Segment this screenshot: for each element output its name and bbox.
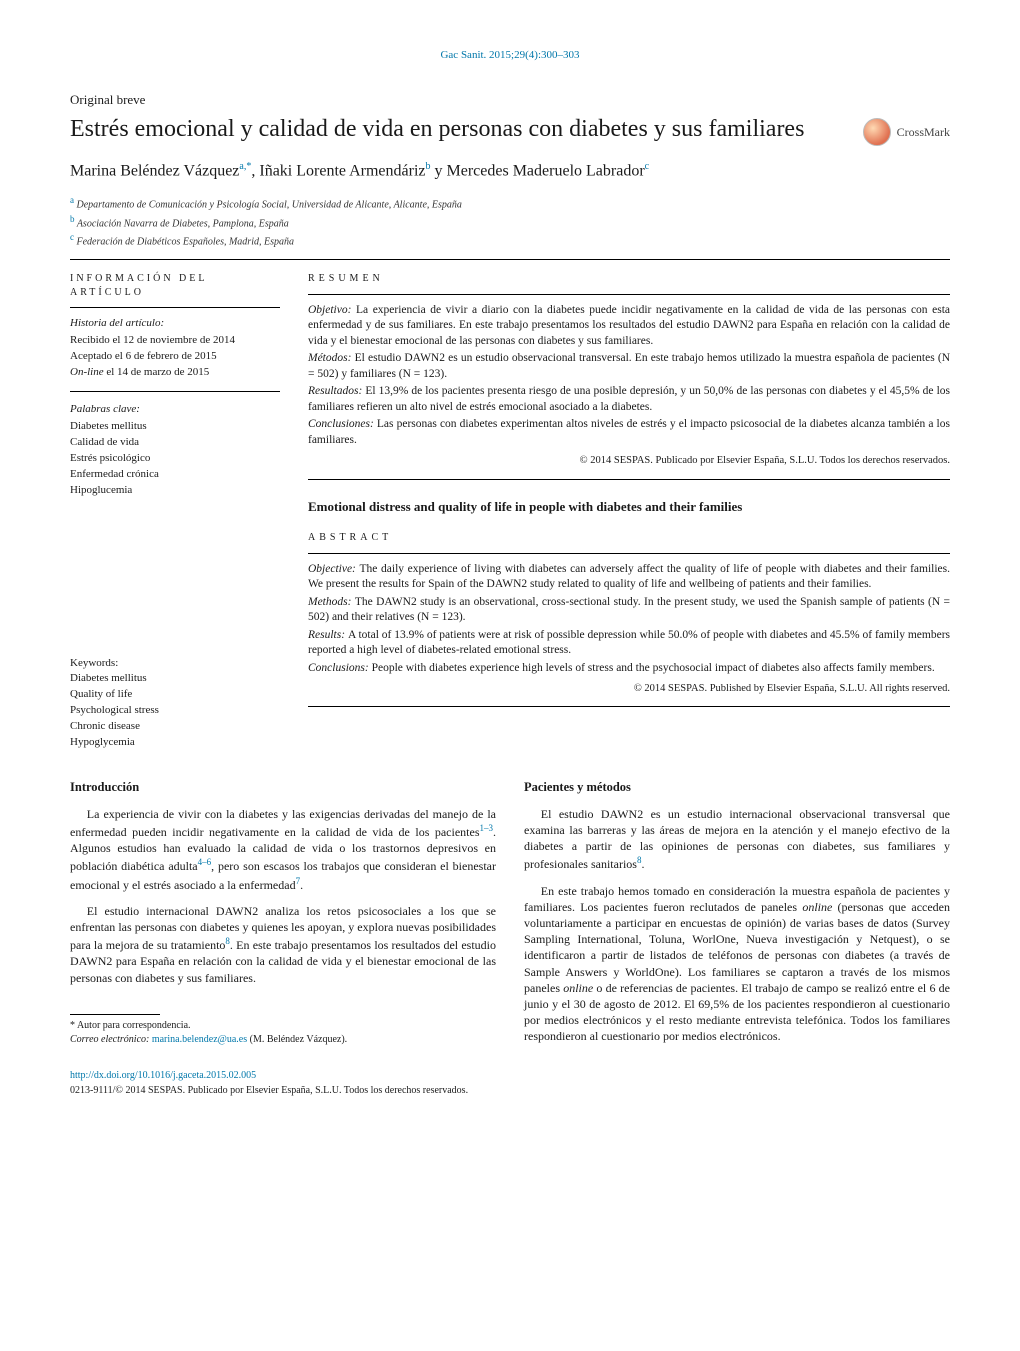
keyword-item: Chronic disease bbox=[70, 719, 280, 735]
affiliation-line: a Departamento de Comunicación y Psicolo… bbox=[70, 194, 950, 212]
ref-citation[interactable]: 7 bbox=[296, 876, 301, 886]
keyword-item: Enfermedad crónica bbox=[70, 467, 280, 483]
abstract-item: Conclusiones: Las personas con diabetes … bbox=[308, 417, 950, 448]
article-title: Estrés emocional y calidad de vida en pe… bbox=[70, 114, 863, 144]
resumen-body: Objetivo: La experiencia de vivir a diar… bbox=[308, 303, 950, 449]
intro-heading: Introducción bbox=[70, 779, 496, 796]
footnote-rule bbox=[70, 1014, 160, 1015]
abstract-copyright: © 2014 SESPAS. Published by Elsevier Esp… bbox=[308, 682, 950, 696]
doi-line: http://dx.doi.org/10.1016/j.gaceta.2015.… bbox=[70, 1069, 950, 1083]
abstract-body: Objective: The daily experience of livin… bbox=[308, 562, 950, 677]
abstract-label: Objective: bbox=[308, 563, 360, 575]
keyword-item: Diabetes mellitus bbox=[70, 671, 280, 687]
keyword-item: Hypoglycemia bbox=[70, 735, 280, 751]
abstract-label: Métodos: bbox=[308, 352, 355, 364]
crossmark-badge[interactable]: CrossMark bbox=[863, 118, 950, 146]
history-line: Aceptado el 6 de febrero de 2015 bbox=[70, 349, 280, 365]
palabras-title: Palabras clave: bbox=[70, 402, 280, 417]
abstract-item: Objetivo: La experiencia de vivir a diar… bbox=[308, 303, 950, 350]
affiliation-list: a Departamento de Comunicación y Psicolo… bbox=[70, 194, 950, 249]
resumen-copyright: © 2014 SESPAS. Publicado por Elsevier Es… bbox=[308, 454, 950, 468]
ref-citation[interactable]: 8 bbox=[225, 936, 230, 946]
abstract-item: Métodos: El estudio DAWN2 es un estudio … bbox=[308, 351, 950, 382]
email-label: Correo electrónico: bbox=[70, 1034, 149, 1045]
affil-sup: b bbox=[70, 214, 75, 224]
article-info-heading: información del artículo bbox=[70, 260, 280, 308]
keyword-item: Quality of life bbox=[70, 687, 280, 703]
body-paragraph: La experiencia de vivir con la diabetes … bbox=[70, 806, 496, 893]
crossmark-label: CrossMark bbox=[897, 124, 950, 140]
history-line: Recibido el 12 de noviembre de 2014 bbox=[70, 333, 280, 349]
keywords-block: Keywords: Diabetes mellitusQuality of li… bbox=[70, 656, 280, 751]
author-affil-sup: b bbox=[426, 161, 431, 172]
abstract-label: Methods: bbox=[308, 596, 355, 608]
abstract-item: Methods: The DAWN2 study is an observati… bbox=[308, 595, 950, 626]
keyword-item: Diabetes mellitus bbox=[70, 419, 280, 435]
resumen-heading: resumen bbox=[308, 260, 950, 295]
methods-heading: Pacientes y métodos bbox=[524, 779, 950, 796]
keyword-item: Hipoglucemia bbox=[70, 483, 280, 499]
keyword-item: Estrés psicológico bbox=[70, 451, 280, 467]
crossmark-icon bbox=[863, 118, 891, 146]
journal-citation: Gac Sanit. 2015;29(4):300–303 bbox=[70, 48, 950, 63]
abstract-item: Objective: The daily experience of livin… bbox=[308, 562, 950, 593]
ref-citation[interactable]: 4–6 bbox=[198, 857, 212, 867]
body-paragraph: En este trabajo hemos tomado en consider… bbox=[524, 883, 950, 1045]
abstract-item: Conclusions: People with diabetes experi… bbox=[308, 661, 950, 677]
divider bbox=[308, 479, 950, 480]
article-type: Original breve bbox=[70, 91, 950, 109]
keyword-item: Calidad de vida bbox=[70, 435, 280, 451]
author-affil-sup: c bbox=[645, 161, 649, 172]
abstract-heading: abstract bbox=[308, 519, 950, 554]
ref-citation[interactable]: 8 bbox=[637, 855, 642, 865]
doi-link[interactable]: http://dx.doi.org/10.1016/j.gaceta.2015.… bbox=[70, 1070, 256, 1081]
affil-sup: a bbox=[70, 195, 74, 205]
abstract-label: Objetivo: bbox=[308, 304, 356, 316]
abstract-label: Resultados: bbox=[308, 385, 365, 397]
article-history: Historia del artículo: Recibido el 12 de… bbox=[70, 316, 280, 392]
divider bbox=[308, 706, 950, 707]
intro-column: Introducción La experiencia de vivir con… bbox=[70, 779, 496, 1055]
corr-author-label: * Autor para correspondencia. bbox=[70, 1019, 496, 1033]
history-title: Historia del artículo: bbox=[70, 316, 280, 331]
abstract-label: Results: bbox=[308, 629, 348, 641]
palabras-clave: Palabras clave: Diabetes mellitusCalidad… bbox=[70, 402, 280, 509]
keywords-title: Keywords: bbox=[70, 656, 280, 671]
history-line: On-line el 14 de marzo de 2015 bbox=[70, 365, 280, 381]
abstract-label: Conclusions: bbox=[308, 662, 372, 674]
affiliation-line: b Asociación Navarra de Diabetes, Pamplo… bbox=[70, 213, 950, 231]
methods-column: Pacientes y métodos El estudio DAWN2 es … bbox=[524, 779, 950, 1055]
abstract-label: Conclusiones: bbox=[308, 418, 377, 430]
abstract-item: Results: A total of 13.9% of patients we… bbox=[308, 628, 950, 659]
corr-email-link[interactable]: marina.belendez@ua.es bbox=[152, 1034, 247, 1045]
keyword-item: Psychological stress bbox=[70, 703, 280, 719]
affil-sup: c bbox=[70, 232, 74, 242]
ref-citation[interactable]: 1–3 bbox=[480, 823, 494, 833]
issn-copyright: 0213-9111/© 2014 SESPAS. Publicado por E… bbox=[70, 1084, 950, 1098]
corr-email-author: (M. Beléndez Vázquez). bbox=[250, 1034, 348, 1045]
author-list: Marina Beléndez Vázqueza,*, Iñaki Lorent… bbox=[70, 160, 950, 182]
english-title: Emotional distress and quality of life i… bbox=[308, 498, 950, 516]
abstract-item: Resultados: El 13,9% de los pacientes pr… bbox=[308, 384, 950, 415]
affiliation-line: c Federación de Diabéticos Españoles, Ma… bbox=[70, 231, 950, 249]
body-paragraph: El estudio internacional DAWN2 analiza l… bbox=[70, 903, 496, 986]
author-affil-sup: a,* bbox=[239, 161, 251, 172]
correspondence-footnote: * Autor para correspondencia. Correo ele… bbox=[70, 1019, 496, 1047]
body-paragraph: El estudio DAWN2 es un estudio internaci… bbox=[524, 806, 950, 873]
